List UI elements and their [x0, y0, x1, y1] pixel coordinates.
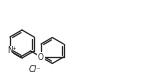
Text: O: O [38, 53, 44, 61]
Text: Cl⁻: Cl⁻ [29, 64, 41, 73]
Text: N: N [7, 46, 13, 55]
Text: +: + [11, 46, 16, 50]
